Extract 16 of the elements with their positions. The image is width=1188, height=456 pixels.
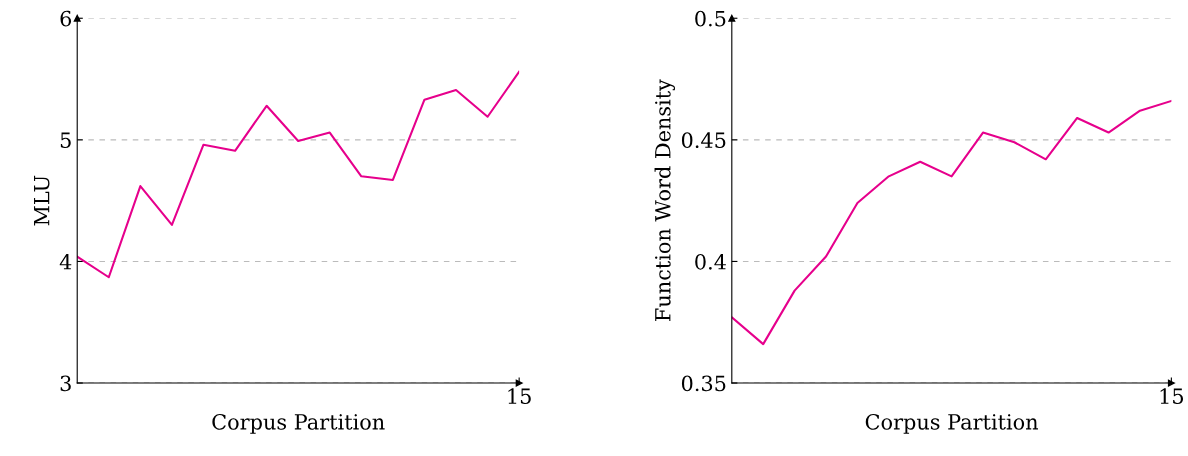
x-tick-label: 15 (1160, 388, 1184, 405)
x-tick-label: 15 (508, 388, 531, 405)
y-axis-title: Function Word Density (654, 79, 675, 321)
y-tick-label: 5 (60, 132, 71, 149)
x-axis-title: Corpus Partition (212, 413, 385, 434)
y-tick-label: 0.45 (681, 132, 726, 149)
y-tick-label: 0.5 (695, 10, 726, 27)
line-series (731, 99, 1172, 346)
y-tick-label: 6 (60, 10, 72, 27)
line-series (77, 70, 520, 279)
y-tick-label: 4 (59, 253, 72, 270)
x-axis-title: Corpus Partition (865, 413, 1039, 434)
y-tick-label: 0.4 (695, 253, 726, 270)
y-tick-label: 3 (60, 375, 71, 392)
y-axis-title: MLU (34, 175, 50, 226)
y-tick-label: 0.35 (681, 375, 726, 392)
